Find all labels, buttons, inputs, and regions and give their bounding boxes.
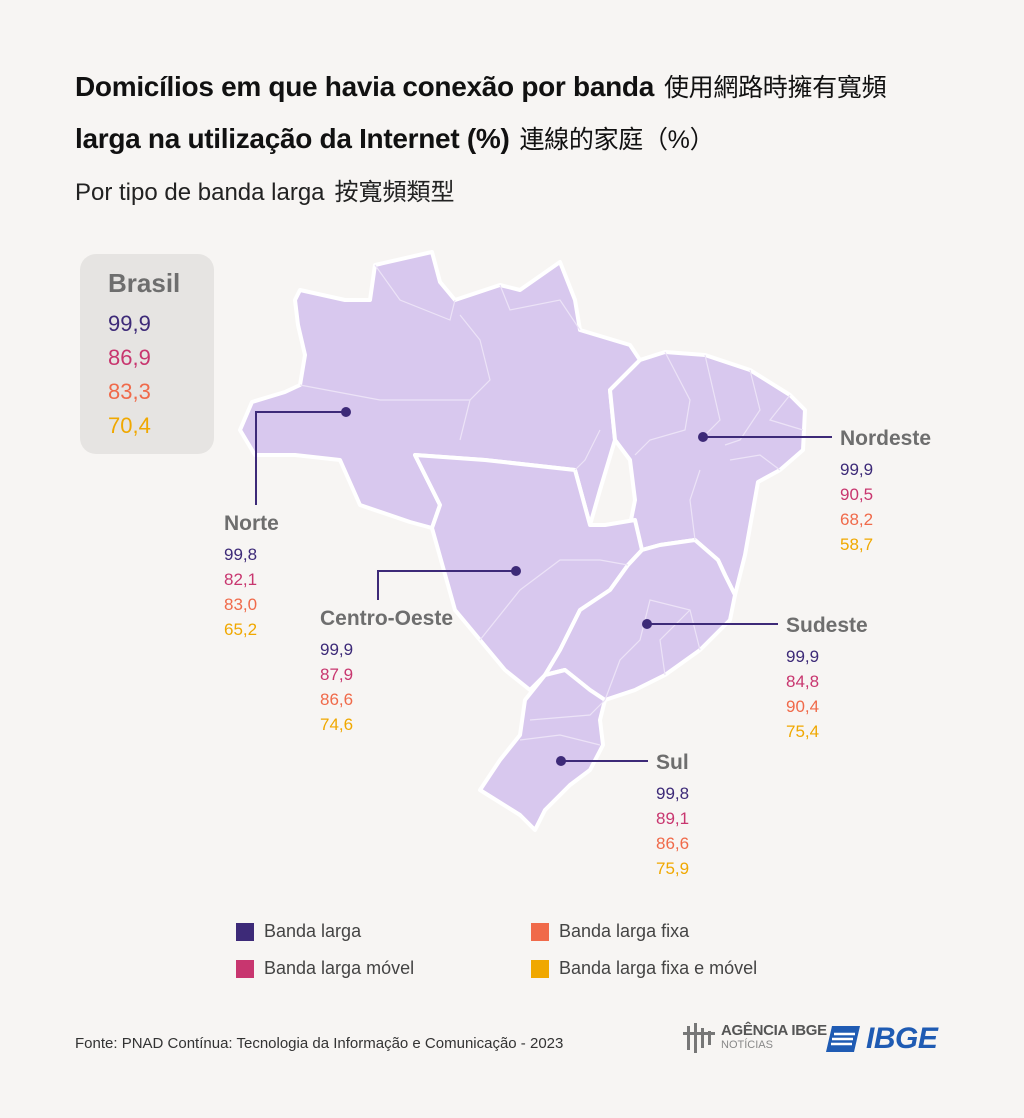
dot-sudeste (642, 619, 652, 629)
nordeste-value-banda-larga-movel: 90,5 (840, 485, 874, 504)
brasil-summary-box (80, 254, 214, 454)
leader-line-norte (255, 411, 346, 505)
norte-value-banda-larga-fixa-movel: 65,2 (224, 620, 258, 639)
dot-nordeste (698, 432, 708, 442)
subtitle-pt: Por tipo de banda larga (75, 179, 325, 206)
agencia-logo-subtext: NOTÍCIAS (721, 1039, 773, 1051)
legend-swatch-banda-larga-movel (236, 959, 254, 978)
region-label-sudeste: Sudeste 99,9 84,8 90,4 75,4 (786, 614, 868, 744)
region-label-nordeste: Nordeste 99,9 90,5 68,2 58,7 (840, 427, 931, 557)
leader-dots (341, 407, 708, 766)
sul-value-banda-larga-fixa: 86,6 (656, 834, 690, 853)
legend-label-banda-larga-fixa: Banda larga fixa (559, 921, 690, 941)
sul-name: Sul (656, 751, 689, 774)
title-line-2: larga na utilização da Internet (%) 連線的家庭… (75, 120, 715, 156)
legend-label-banda-larga: Banda larga (264, 921, 362, 941)
legend-swatch-banda-larga-fixa-movel (531, 959, 549, 978)
region-label-centro-oeste: Centro-Oeste 99,9 87,9 86,6 74,6 (320, 607, 453, 737)
legend-swatch-banda-larga (236, 922, 254, 941)
sudeste-value-banda-larga-movel: 84,8 (786, 672, 820, 691)
region-label-norte: Norte 99,8 82,1 83,0 65,2 (224, 512, 279, 642)
brasil-label: Brasil (108, 268, 181, 298)
title-pt-2: larga na utilização da Internet (%) (75, 123, 510, 154)
region-norte (238, 250, 642, 530)
nordeste-name: Nordeste (840, 427, 932, 450)
sudeste-value-banda-larga: 99,9 (786, 647, 820, 666)
leader-lines (255, 411, 832, 762)
legend-item-banda-larga-movel: Banda larga móvel (236, 958, 414, 979)
title-line-1: Domicílios em que havia conexão por band… (75, 68, 887, 104)
legend-item-banda-larga: Banda larga (236, 921, 361, 942)
legend-label-banda-larga-movel: Banda larga móvel (264, 958, 415, 978)
legend-label-banda-larga-fixa-movel: Banda larga fixa e móvel (559, 958, 758, 978)
map-regions (238, 250, 807, 832)
state-borders (299, 264, 804, 746)
region-sudeste (543, 538, 737, 702)
brasil-value-banda-larga-fixa: 83,3 (108, 379, 151, 404)
norte-value-banda-larga: 99,8 (224, 545, 258, 564)
agencia-ibge-logo: AGÊNCIA IBGE NOTÍCIAS (683, 1023, 827, 1053)
nordeste-value-banda-larga-fixa-movel: 58,7 (840, 535, 874, 554)
centro-oeste-value-banda-larga: 99,9 (320, 640, 354, 659)
source-note: Fonte: PNAD Contínua: Tecnologia da Info… (75, 1035, 564, 1052)
sudeste-name: Sudeste (786, 614, 868, 637)
leader-line-centro-oeste (377, 570, 516, 600)
sul-value-banda-larga: 99,8 (656, 784, 690, 803)
norte-value-banda-larga-movel: 82,1 (224, 570, 258, 589)
centro-oeste-value-banda-larga-movel: 87,9 (320, 665, 354, 684)
title-zh-1: 使用網路時擁有寬頻 (663, 74, 887, 102)
sudeste-value-banda-larga-fixa-movel: 75,4 (786, 722, 820, 741)
dot-sul (556, 756, 566, 766)
subtitle: Por tipo de banda larga 按寬頻類型 (75, 172, 455, 207)
legend-item-banda-larga-fixa: Banda larga fixa (531, 921, 689, 942)
legend-item-banda-larga-fixa-movel: Banda larga fixa e móvel (531, 958, 757, 979)
dot-norte (341, 407, 351, 417)
sul-value-banda-larga-fixa-movel: 75,9 (656, 859, 690, 878)
agencia-mark-icon (683, 1023, 715, 1053)
nordeste-value-banda-larga-fixa: 68,2 (840, 510, 874, 529)
norte-value-banda-larga-fixa: 83,0 (224, 595, 258, 614)
sudeste-value-banda-larga-fixa: 90,4 (786, 697, 820, 716)
ibge-logo-text: IBGE (866, 1022, 938, 1055)
nordeste-value-banda-larga: 99,9 (840, 460, 874, 479)
brasil-summary: Brasil 99,9 86,9 83,3 70,4 (108, 268, 180, 443)
brasil-value-banda-larga: 99,9 (108, 311, 151, 336)
ibge-logo: IBGE (826, 1022, 938, 1056)
agencia-logo-text: AGÊNCIA IBGE (721, 1022, 827, 1039)
norte-name: Norte (224, 512, 279, 535)
subtitle-zh: 按寬頻類型 (334, 179, 455, 206)
centro-oeste-value-banda-larga-fixa-movel: 74,6 (320, 715, 354, 734)
legend-swatch-banda-larga-fixa (531, 922, 549, 941)
centro-oeste-value-banda-larga-fixa: 86,6 (320, 690, 354, 709)
brasil-value-banda-larga-movel: 86,9 (108, 345, 151, 370)
region-label-sul: Sul 99,8 89,1 86,6 75,9 (656, 751, 689, 881)
ibge-mark-icon (826, 1026, 860, 1052)
brasil-value-banda-larga-fixa-movel: 70,4 (108, 413, 151, 438)
dot-centro-oeste (511, 566, 521, 576)
sul-value-banda-larga-movel: 89,1 (656, 809, 690, 828)
centro-oeste-name: Centro-Oeste (320, 607, 454, 630)
title-pt-1: Domicílios em que havia conexão por band… (75, 71, 654, 102)
region-sul (478, 668, 607, 832)
title-zh-2: 連線的家庭（%） (519, 126, 715, 154)
